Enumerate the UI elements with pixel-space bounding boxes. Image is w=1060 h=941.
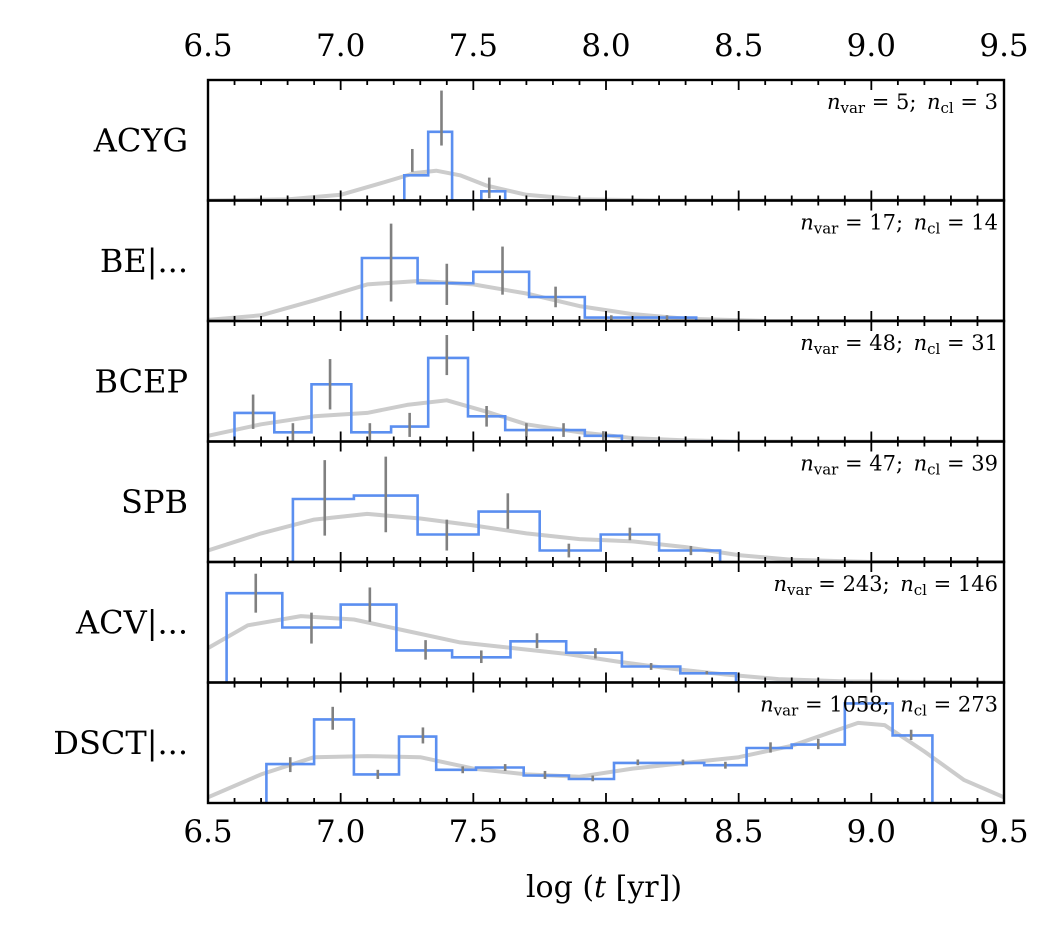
count-annotation: nvar = 5; ncl = 3: [827, 90, 998, 117]
row-label: BCEP: [95, 362, 188, 400]
row-label: ACV|...: [75, 603, 188, 641]
panel-content: [208, 696, 1004, 803]
bottom-tick-label: 8.5: [714, 814, 763, 850]
bottom-tick-label: 7.5: [449, 814, 498, 850]
top-tick-label: 8.5: [714, 28, 763, 64]
panel-2: BCEP nvar = 48; ncl = 31: [95, 319, 1006, 443]
top-tick-label: 9.5: [979, 28, 1028, 64]
panel-1: BE|... nvar = 17; ncl = 14: [100, 199, 1006, 323]
bottom-tick-label: 8.0: [581, 814, 630, 850]
row-label: SPB: [121, 483, 188, 521]
row-label: ACYG: [93, 121, 188, 159]
kde-curve: [208, 614, 1004, 683]
histogram-steps: [360, 256, 698, 321]
count-annotation: nvar = 243; ncl = 146: [774, 572, 999, 599]
histogram-steps: [225, 591, 853, 683]
histogram-steps: [291, 494, 722, 562]
histogram-steps: [233, 356, 734, 442]
count-annotation: nvar = 47; ncl = 39: [800, 452, 998, 479]
kde-curve: [208, 511, 1004, 562]
count-annotation: nvar = 17; ncl = 14: [800, 211, 998, 238]
top-tick-label: 7.0: [316, 28, 365, 64]
top-axis: 6.5 7.0 7.5 8.0 8.5 9.0 9.5: [183, 28, 1028, 64]
bottom-tick-label: 7.0: [316, 814, 365, 850]
x-axis-label: log (t [yr]): [526, 870, 682, 905]
bottom-axis: 6.5 7.0 7.5 8.0 8.5 9.0 9.5: [183, 814, 1028, 850]
count-annotation: nvar = 48; ncl = 31: [800, 331, 998, 358]
kde-curve: [208, 720, 1004, 800]
bottom-tick-label: 9.0: [847, 814, 896, 850]
panel-ticks: [207, 441, 1005, 562]
bottom-tick-label: 6.5: [183, 814, 232, 850]
panel-4: ACV|... nvar = 243; ncl = 146: [75, 560, 1006, 684]
panel-ticks: [207, 682, 1005, 803]
row-label: BE|...: [100, 242, 188, 280]
panel-3: SPB nvar = 47; ncl = 39: [121, 440, 1006, 564]
panel-content: [208, 573, 1004, 683]
top-tick-label: 7.5: [449, 28, 498, 64]
top-tick-label: 9.0: [847, 28, 896, 64]
histogram-steps: [403, 130, 507, 201]
panel-5: DSCT|... nvar = 1058; ncl = 273: [53, 681, 1006, 805]
panel-content: [208, 223, 1004, 321]
panel-content: [208, 456, 1004, 562]
panels-group: ACYG nvar = 5; ncl = 3 BE|... nvar = 17; nc…: [53, 78, 1006, 805]
top-tick-label: 8.0: [581, 28, 630, 64]
panel-0: ACYG nvar = 5; ncl = 3: [93, 78, 1006, 202]
row-label: DSCT|...: [53, 724, 188, 762]
bottom-tick-label: 9.5: [979, 814, 1028, 850]
histogram-steps: [265, 702, 934, 803]
top-tick-label: 6.5: [183, 28, 232, 64]
kde-curve: [208, 278, 1004, 321]
count-annotation: nvar = 1058; ncl = 273: [760, 693, 998, 720]
